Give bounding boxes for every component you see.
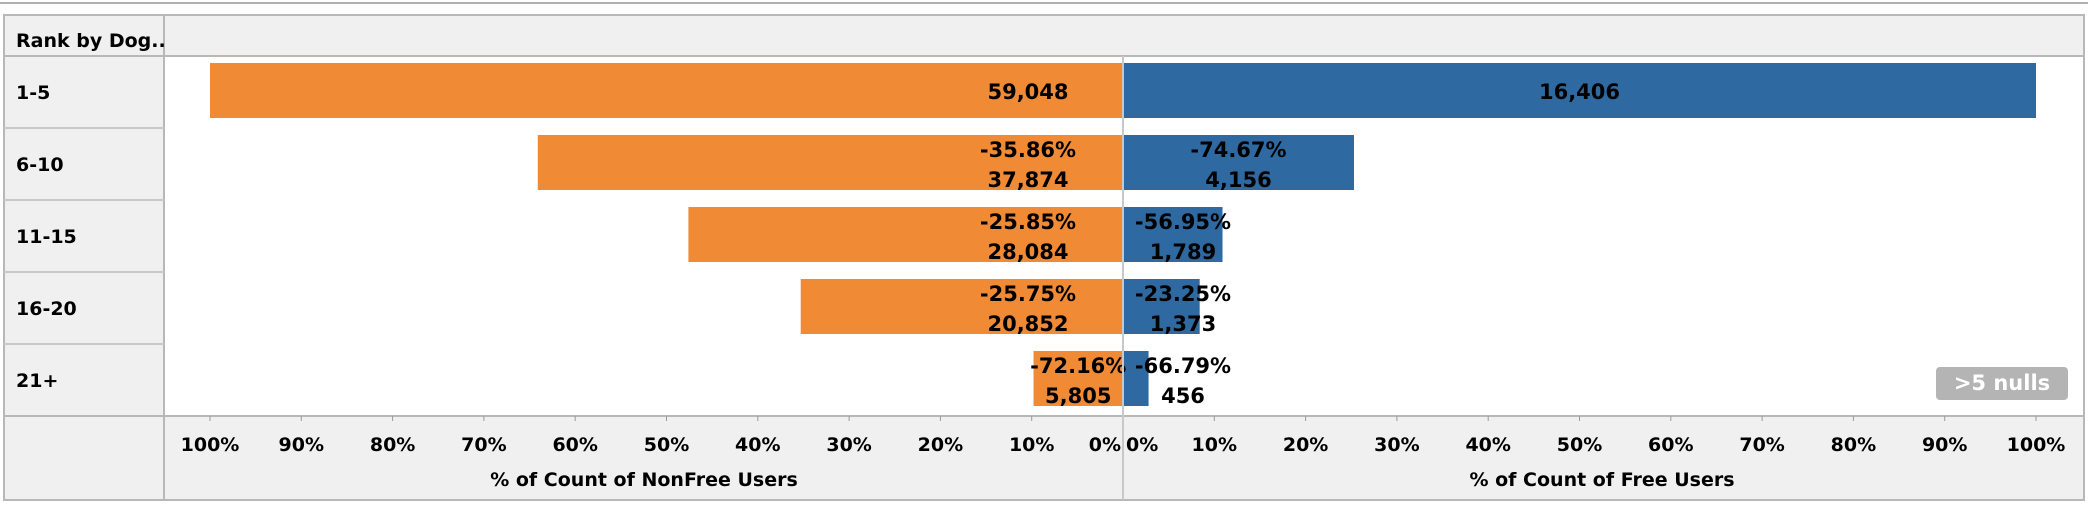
row-label[interactable]: 6-10 bbox=[16, 154, 64, 176]
nonfree-bar[interactable] bbox=[537, 135, 1123, 190]
axis-area bbox=[4, 416, 2084, 500]
free-bar[interactable] bbox=[1123, 207, 1223, 262]
rows-layer: 1-5 6-10 11-15 16-20 21+ bbox=[4, 82, 164, 392]
nonfree-bar[interactable] bbox=[210, 63, 1123, 118]
right-tick-label: 20% bbox=[1283, 434, 1328, 456]
nonfree-count-label: 5,805 bbox=[1045, 384, 1111, 408]
nulls-indicator-badge[interactable]: >5 nulls bbox=[1936, 367, 2068, 400]
row-header-column bbox=[4, 57, 164, 417]
right-tick-label: 90% bbox=[1922, 434, 1967, 456]
row-label[interactable]: 21+ bbox=[16, 370, 58, 392]
free-bar[interactable] bbox=[1123, 63, 2036, 118]
free-bar[interactable] bbox=[1123, 351, 1149, 406]
nonfree-bar[interactable] bbox=[1033, 351, 1123, 406]
left-axis-title: % of Count of NonFree Users bbox=[490, 469, 798, 491]
right-tick-label: 100% bbox=[2007, 434, 2066, 456]
left-tick-label: 50% bbox=[644, 434, 689, 456]
left-tick-label: 40% bbox=[735, 434, 780, 456]
nonfree-pct-change-label: -35.86% bbox=[980, 138, 1076, 162]
free-pct-change-label: -23.25% bbox=[1135, 282, 1231, 306]
left-tick-label: 20% bbox=[918, 434, 963, 456]
free-pct-change-label: -74.67% bbox=[1190, 138, 1286, 162]
row-label[interactable]: 1-5 bbox=[16, 82, 50, 104]
right-tick-label: 70% bbox=[1739, 434, 1784, 456]
left-tick-label: 60% bbox=[552, 434, 597, 456]
free-count-label: 1,789 bbox=[1150, 240, 1216, 264]
nonfree-count-label: 59,048 bbox=[987, 80, 1068, 104]
right-axis-title: % of Count of Free Users bbox=[1469, 469, 1734, 491]
left-tick-label: 0% bbox=[1089, 434, 1121, 456]
free-count-label: 456 bbox=[1161, 384, 1205, 408]
nonfree-bar[interactable] bbox=[800, 279, 1123, 334]
rank-field-label[interactable]: Rank by Dog.. bbox=[16, 30, 166, 52]
free-count-label: 4,156 bbox=[1205, 168, 1271, 192]
left-tick-label: 100% bbox=[181, 434, 240, 456]
left-tick-label: 10% bbox=[1009, 434, 1054, 456]
nonfree-count-label: 20,852 bbox=[987, 312, 1068, 336]
right-tick-label: 60% bbox=[1648, 434, 1693, 456]
right-tick-label: 30% bbox=[1374, 434, 1419, 456]
nonfree-pct-change-label: -25.75% bbox=[980, 282, 1076, 306]
left-tick-label: 90% bbox=[279, 434, 324, 456]
free-bar[interactable] bbox=[1123, 135, 1354, 190]
right-tick-label: 10% bbox=[1192, 434, 1237, 456]
nonfree-count-label: 37,874 bbox=[987, 168, 1068, 192]
bars-layer: 59,048 16,406 -35.86% 37,874 -74.67% 4,156 -25… bbox=[210, 63, 2036, 408]
nonfree-count-label: 28,084 bbox=[987, 240, 1068, 264]
ticks-layer: 100% 90% 80% 70% 60% 50% 40% 30% 20% 10% 0% 0% 10% 20… bbox=[181, 416, 2066, 456]
row-label[interactable]: 16-20 bbox=[16, 298, 77, 320]
right-tick-label: 80% bbox=[1831, 434, 1876, 456]
header-strip bbox=[4, 15, 2084, 57]
free-pct-change-label: -66.79% bbox=[1135, 354, 1231, 378]
nonfree-bar[interactable] bbox=[688, 207, 1123, 262]
free-bar[interactable] bbox=[1123, 279, 1200, 334]
left-tick-label: 30% bbox=[826, 434, 871, 456]
left-tick-label: 80% bbox=[370, 434, 415, 456]
free-count-label: 16,406 bbox=[1539, 80, 1620, 104]
right-tick-label: 40% bbox=[1465, 434, 1510, 456]
free-count-label: 1,373 bbox=[1150, 312, 1216, 336]
nonfree-pct-change-label: -72.16% bbox=[1030, 354, 1126, 378]
free-pct-change-label: -56.95% bbox=[1135, 210, 1231, 234]
left-tick-label: 70% bbox=[461, 434, 506, 456]
nonfree-pct-change-label: -25.85% bbox=[980, 210, 1076, 234]
row-label[interactable]: 11-15 bbox=[16, 226, 77, 248]
right-tick-label: 50% bbox=[1557, 434, 1602, 456]
right-tick-label: 0% bbox=[1126, 434, 1158, 456]
chart-border bbox=[3, 14, 2085, 501]
